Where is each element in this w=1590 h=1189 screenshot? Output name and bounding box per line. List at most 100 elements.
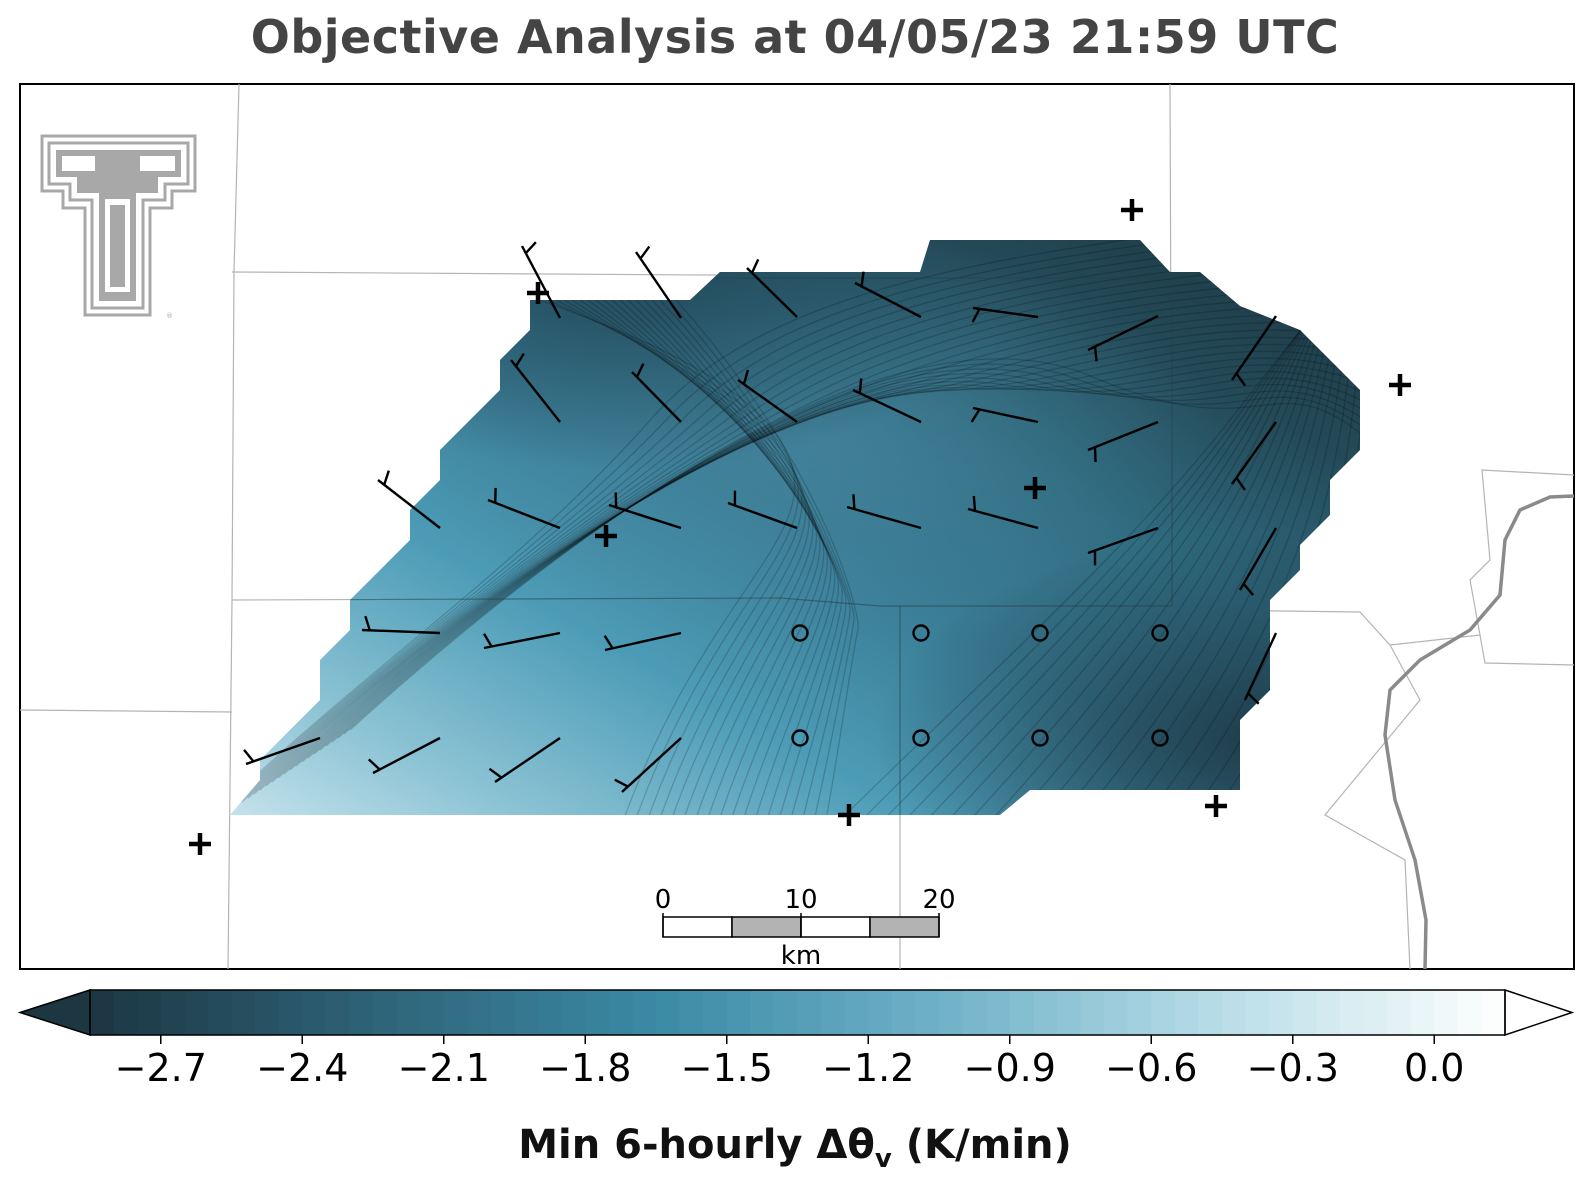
contour-line bbox=[289, 336, 1360, 771]
contour-line bbox=[313, 364, 1360, 755]
colorbar-segment bbox=[1198, 990, 1223, 1035]
wind-barb-flag bbox=[742, 369, 750, 385]
colorbar-segment bbox=[467, 990, 492, 1035]
wind-barb-staff bbox=[1243, 632, 1278, 701]
wind-barb-staff bbox=[510, 359, 561, 423]
calm-station-marker bbox=[791, 624, 809, 642]
scale-unit: km bbox=[781, 941, 821, 971]
colorbar-segment bbox=[207, 990, 233, 1035]
colorbar-segment bbox=[255, 990, 280, 1035]
wind-barb-flag bbox=[367, 758, 381, 771]
contour-line bbox=[230, 240, 1360, 815]
colorbar-segment bbox=[231, 990, 256, 1035]
colorbar-outline bbox=[89, 989, 1506, 1036]
colorbar-tick-label: −1.2 bbox=[822, 1046, 914, 1090]
wind-barb-staff bbox=[608, 503, 682, 530]
contour-line bbox=[295, 343, 1360, 767]
wind-barb-staff bbox=[854, 281, 922, 319]
svg-text:®: ® bbox=[166, 312, 173, 320]
wind-barb-staff bbox=[972, 306, 1039, 319]
observation-site-marker bbox=[1205, 795, 1227, 817]
observation-sites bbox=[189, 199, 1411, 855]
colorbar-segment bbox=[608, 990, 634, 1035]
colorbar-segment bbox=[184, 990, 209, 1035]
contour-line bbox=[325, 377, 1360, 747]
calm-station-marker bbox=[912, 729, 930, 747]
calm-station-marker bbox=[791, 729, 809, 747]
contour-line bbox=[259, 297, 1360, 791]
contour-line bbox=[619, 299, 832, 815]
wind-barb-flag bbox=[524, 241, 537, 255]
colorbar-segment bbox=[1387, 990, 1412, 1035]
colorbar-tick-label: −2.7 bbox=[115, 1046, 207, 1090]
wind-barb-flag bbox=[383, 470, 390, 486]
colorbar-segment bbox=[1104, 990, 1129, 1035]
colorbar-segment bbox=[844, 990, 869, 1035]
colorbar-segment bbox=[90, 990, 115, 1035]
wind-barb-flag bbox=[1242, 583, 1255, 596]
contour-line bbox=[547, 299, 799, 815]
calm-station-marker bbox=[1031, 624, 1049, 642]
wind-barb-staff bbox=[1087, 314, 1159, 352]
wind-barb-staff bbox=[972, 406, 1039, 424]
colorbar-segment bbox=[797, 990, 822, 1035]
observation-site-marker bbox=[1389, 374, 1411, 396]
contour-line bbox=[667, 299, 855, 815]
colorbar-segment bbox=[1245, 990, 1270, 1035]
colorbar-label-sub: v bbox=[874, 1144, 892, 1174]
contour-line bbox=[603, 299, 825, 815]
colorbar-segment bbox=[632, 990, 657, 1035]
colorbar-segment bbox=[490, 990, 516, 1035]
scale-tick-20: 20 bbox=[922, 885, 955, 915]
colorbar-segment bbox=[1174, 990, 1200, 1035]
contour-line bbox=[343, 363, 1360, 735]
colorbar-segment bbox=[1080, 990, 1105, 1035]
wind-barb-staff bbox=[604, 631, 682, 652]
colorbar-extend-min bbox=[17, 988, 91, 1037]
colorbar-label: Min 6-hourly Δθv (K/min) bbox=[0, 1122, 1590, 1174]
colorbar-tick-label: −2.4 bbox=[256, 1046, 348, 1090]
contour-line bbox=[230, 240, 1360, 815]
contour-line bbox=[587, 299, 818, 815]
contour-line bbox=[611, 299, 828, 815]
colorbar-segment bbox=[113, 990, 138, 1035]
colorbar-segment bbox=[538, 990, 563, 1035]
colorbar-segment bbox=[1457, 990, 1483, 1035]
wind-barb-flag bbox=[635, 363, 645, 378]
calm-station-marker bbox=[1151, 624, 1169, 642]
contour-line bbox=[643, 299, 843, 815]
colorbar-segment bbox=[514, 990, 539, 1035]
contour-line bbox=[555, 299, 803, 815]
colorbar-segment bbox=[1269, 990, 1294, 1035]
colorbar-segment bbox=[1339, 990, 1365, 1035]
calm-wind-stations bbox=[791, 624, 1169, 747]
contour-line bbox=[307, 357, 1360, 759]
wind-barb-flag bbox=[972, 495, 977, 511]
colorbar-segment bbox=[302, 990, 327, 1035]
contour-line bbox=[349, 358, 1360, 731]
contour-line bbox=[675, 299, 859, 815]
observation-site-marker bbox=[1024, 477, 1046, 499]
contour-line bbox=[277, 321, 1360, 779]
contour-line bbox=[265, 306, 1360, 787]
observation-site-marker bbox=[527, 282, 549, 304]
colorbar-segment bbox=[891, 990, 917, 1035]
wind-barb-flag bbox=[971, 308, 981, 323]
contour-line bbox=[271, 314, 1360, 783]
wind-barb-staff bbox=[494, 737, 561, 783]
colorbar-segment bbox=[1056, 990, 1082, 1035]
contour-line bbox=[319, 371, 1360, 751]
colorbar-tick-label: 0.0 bbox=[1404, 1046, 1464, 1090]
contour-line bbox=[579, 299, 814, 815]
wind-barb-staff bbox=[727, 501, 798, 530]
wind-barb-staff bbox=[520, 245, 562, 319]
wind-barb-staff bbox=[846, 505, 922, 530]
colorbar-segment bbox=[1410, 990, 1435, 1035]
colorbar-segment bbox=[1127, 990, 1152, 1035]
colorbar-segment bbox=[561, 990, 586, 1035]
contour-line bbox=[659, 299, 851, 815]
colorbar-segment bbox=[679, 990, 704, 1035]
contour-line bbox=[571, 299, 810, 815]
